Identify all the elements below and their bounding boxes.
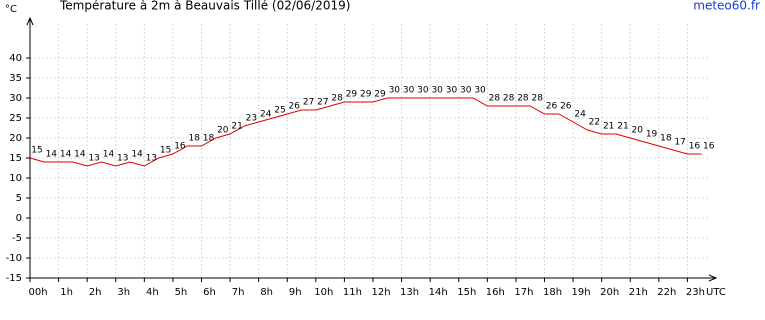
value-label: 21 bbox=[603, 122, 614, 132]
x-tick-label: 22h bbox=[657, 287, 676, 298]
y-axis-arrow bbox=[26, 16, 34, 26]
value-label: 23 bbox=[246, 114, 257, 124]
value-label: 30 bbox=[431, 86, 443, 96]
value-label: 30 bbox=[417, 86, 429, 96]
value-label: 17 bbox=[674, 138, 685, 148]
y-tick-label: 10 bbox=[9, 173, 22, 184]
value-label: 27 bbox=[303, 98, 314, 108]
value-label: 18 bbox=[203, 134, 215, 144]
x-tick-label: 4h bbox=[146, 287, 159, 298]
x-tick-label: 5h bbox=[175, 287, 188, 298]
x-tick-label: 2h bbox=[89, 287, 102, 298]
y-tick-label: 0 bbox=[16, 213, 22, 224]
value-label: 24 bbox=[260, 110, 272, 120]
value-label: 30 bbox=[460, 86, 472, 96]
x-tick-label: 7h bbox=[232, 287, 245, 298]
value-label: 26 bbox=[560, 102, 572, 112]
value-label: 16 bbox=[703, 142, 715, 152]
value-label: 15 bbox=[31, 146, 42, 156]
value-label: 14 bbox=[103, 150, 115, 160]
value-label: 18 bbox=[660, 134, 672, 144]
x-axis-arrow bbox=[708, 274, 718, 282]
value-label: 28 bbox=[503, 94, 515, 104]
value-label: 15 bbox=[160, 146, 171, 156]
value-label: 13 bbox=[88, 154, 99, 164]
y-tick-label: 5 bbox=[16, 193, 22, 204]
x-tick-label: 16h bbox=[486, 287, 505, 298]
value-label: 20 bbox=[632, 126, 644, 136]
value-label: 26 bbox=[546, 102, 558, 112]
value-label: 28 bbox=[331, 94, 343, 104]
value-label: 13 bbox=[146, 154, 157, 164]
x-axis-label: UTC bbox=[706, 287, 726, 298]
value-label: 20 bbox=[217, 126, 229, 136]
value-label: 27 bbox=[317, 98, 328, 108]
x-tick-label: 11h bbox=[343, 287, 362, 298]
x-tick-label: 15h bbox=[457, 287, 476, 298]
value-label: 30 bbox=[389, 86, 401, 96]
x-tick-label: 21h bbox=[629, 287, 648, 298]
y-tick-label: 30 bbox=[9, 93, 22, 104]
value-label: 16 bbox=[174, 142, 186, 152]
value-label: 29 bbox=[346, 90, 358, 100]
value-label: 16 bbox=[689, 142, 701, 152]
x-tick-label: 00h bbox=[28, 287, 47, 298]
y-tick-label: -10 bbox=[6, 253, 22, 264]
y-tick-label: -15 bbox=[6, 273, 22, 284]
y-tick-label: 35 bbox=[9, 73, 22, 84]
x-tick-label: 8h bbox=[260, 287, 273, 298]
x-tick-label: 10h bbox=[314, 287, 333, 298]
series-line bbox=[29, 97, 702, 167]
x-tick-label: 1h bbox=[60, 287, 73, 298]
value-label: 14 bbox=[46, 150, 58, 160]
x-tick-label: 9h bbox=[289, 287, 302, 298]
value-label: 21 bbox=[617, 122, 628, 132]
value-label: 28 bbox=[517, 94, 529, 104]
value-label: 14 bbox=[60, 150, 72, 160]
y-tick-label: 25 bbox=[9, 113, 22, 124]
value-label: 30 bbox=[403, 86, 415, 96]
x-tick-label: 20h bbox=[600, 287, 619, 298]
value-label: 18 bbox=[188, 134, 200, 144]
value-label: 13 bbox=[117, 154, 128, 164]
y-tick-label: 20 bbox=[9, 133, 22, 144]
x-tick-label: 23h bbox=[686, 287, 705, 298]
x-tick-label: 17h bbox=[514, 287, 533, 298]
x-tick-label: 12h bbox=[371, 287, 390, 298]
y-axis-label: °C bbox=[5, 4, 17, 15]
value-label: 28 bbox=[531, 94, 543, 104]
value-label: 28 bbox=[489, 94, 501, 104]
x-tick-label: 6h bbox=[203, 287, 216, 298]
value-label: 24 bbox=[574, 110, 586, 120]
y-tick-label: 40 bbox=[9, 53, 22, 64]
x-tick-label: 13h bbox=[400, 287, 419, 298]
chart-title: Température à 2m à Beauvais Tillé (02/06… bbox=[59, 0, 350, 13]
value-label: 22 bbox=[589, 118, 600, 128]
value-label: 14 bbox=[131, 150, 143, 160]
value-label: 30 bbox=[474, 86, 486, 96]
x-tick-label: 18h bbox=[543, 287, 562, 298]
site-link[interactable]: meteo60.fr bbox=[693, 0, 760, 13]
value-label: 14 bbox=[74, 150, 86, 160]
x-tick-label: 14h bbox=[429, 287, 448, 298]
y-tick-label: -5 bbox=[12, 233, 22, 244]
value-label: 30 bbox=[446, 86, 458, 96]
value-label: 29 bbox=[360, 90, 372, 100]
x-tick-label: 19h bbox=[572, 287, 591, 298]
value-label: 21 bbox=[231, 122, 242, 132]
value-label: 25 bbox=[274, 106, 285, 116]
value-label: 26 bbox=[289, 102, 301, 112]
y-tick-label: 15 bbox=[9, 153, 22, 164]
x-tick-label: 3h bbox=[117, 287, 130, 298]
value-label: 29 bbox=[374, 90, 386, 100]
value-label: 19 bbox=[646, 130, 658, 140]
